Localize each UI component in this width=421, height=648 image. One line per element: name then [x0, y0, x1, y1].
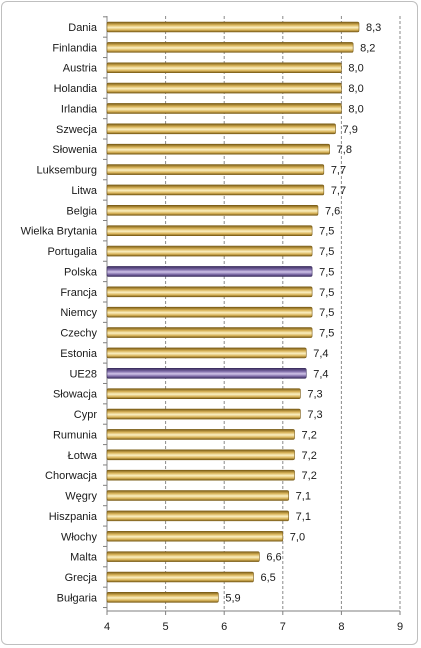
category-label: Słowenia: [52, 144, 98, 156]
value-label: 7,4: [313, 368, 328, 380]
category-label: Estonia: [60, 348, 98, 360]
bar: [106, 205, 319, 216]
category-label: Irlandia: [61, 103, 98, 115]
category-label: Holandia: [54, 83, 98, 95]
bar: [106, 184, 325, 196]
value-label: 7,9: [343, 124, 358, 136]
bar: [106, 306, 313, 318]
category-label: Cypr: [74, 409, 98, 421]
value-label: 7,6: [325, 205, 340, 217]
value-label: 7,4: [313, 348, 328, 360]
category-label: Hiszpania: [49, 511, 98, 523]
bar: [106, 164, 325, 175]
value-label: 7,5: [319, 266, 334, 278]
bar-highlighted: [106, 266, 313, 277]
x-tick-label: 5: [163, 621, 169, 633]
x-tick-label: 4: [104, 621, 110, 633]
value-label: 8,0: [348, 103, 363, 115]
category-label: Rumunia: [53, 429, 98, 441]
category-label: Belgia: [66, 205, 97, 217]
bar: [106, 327, 313, 338]
bar: [106, 347, 307, 359]
category-label: Łotwa: [68, 450, 98, 462]
x-tick-label: 9: [397, 621, 403, 633]
category-label: Austria: [63, 63, 98, 75]
value-label: 8,3: [366, 22, 381, 34]
value-label: 7,7: [331, 165, 346, 177]
bar: [106, 449, 295, 461]
value-label: 7,2: [302, 470, 317, 482]
bar: [106, 408, 301, 420]
category-label: Szwecja: [56, 124, 98, 136]
x-tick-label: 6: [221, 621, 227, 633]
value-label: 7,5: [319, 246, 334, 258]
bar: [106, 42, 354, 53]
category-label: Chorwacja: [45, 470, 98, 482]
x-tick-label: 8: [338, 621, 344, 633]
value-label: 7,3: [307, 389, 322, 401]
category-label: Finlandia: [52, 42, 98, 54]
value-label: 7,5: [319, 287, 334, 299]
bar-highlighted: [106, 367, 307, 379]
value-label: 6,5: [261, 572, 276, 584]
value-label: 6,6: [266, 552, 281, 564]
category-label: Węgry: [65, 491, 97, 503]
category-label: Słowacja: [53, 389, 98, 401]
bar: [106, 62, 342, 74]
category-label: Grecja: [65, 572, 98, 584]
x-tick-label: 7: [280, 621, 286, 633]
bar: [106, 571, 254, 583]
value-label: 7,2: [302, 450, 317, 462]
category-label: UE28: [69, 368, 97, 380]
category-label: Włochy: [61, 531, 98, 543]
value-label: 7,0: [290, 531, 305, 543]
bar: [106, 429, 295, 440]
value-label: 8,2: [360, 42, 375, 54]
bar: [106, 490, 289, 501]
value-label: 7,5: [319, 328, 334, 340]
bar: [106, 123, 336, 135]
category-label: Dania: [68, 22, 98, 34]
value-label: 7,8: [337, 144, 352, 156]
bar: [106, 530, 284, 542]
category-label: Malta: [70, 552, 98, 564]
bar: [106, 388, 301, 399]
bar: [106, 21, 360, 33]
bar: [106, 551, 260, 562]
category-label: Litwa: [71, 185, 98, 197]
value-label: 7,3: [307, 409, 322, 421]
category-label: Czechy: [60, 328, 97, 340]
value-label: 7,2: [302, 429, 317, 441]
bar: [106, 245, 313, 257]
category-label: Francja: [60, 287, 98, 299]
category-label: Portugalia: [47, 246, 97, 258]
bar: [106, 143, 330, 155]
value-label: 7,1: [296, 491, 311, 503]
value-label: 7,1: [296, 511, 311, 523]
bar: [106, 286, 313, 298]
value-label: 7,7: [331, 185, 346, 197]
value-label: 8,0: [348, 63, 363, 75]
value-label: 5,9: [225, 592, 240, 604]
bar: [106, 510, 289, 522]
category-label: Wielka Brytania: [21, 226, 98, 238]
value-label: 7,5: [319, 226, 334, 238]
bar: [106, 469, 295, 481]
bar: [106, 225, 313, 236]
category-label: Luksemburg: [36, 165, 97, 177]
value-label: 8,0: [348, 83, 363, 95]
value-label: 7,5: [319, 307, 334, 319]
category-label: Niemcy: [60, 307, 97, 319]
bar: [106, 82, 342, 94]
bar: [106, 592, 219, 603]
category-label: Polska: [64, 266, 98, 278]
bar: [106, 103, 342, 114]
category-label: Bułgaria: [57, 592, 98, 604]
